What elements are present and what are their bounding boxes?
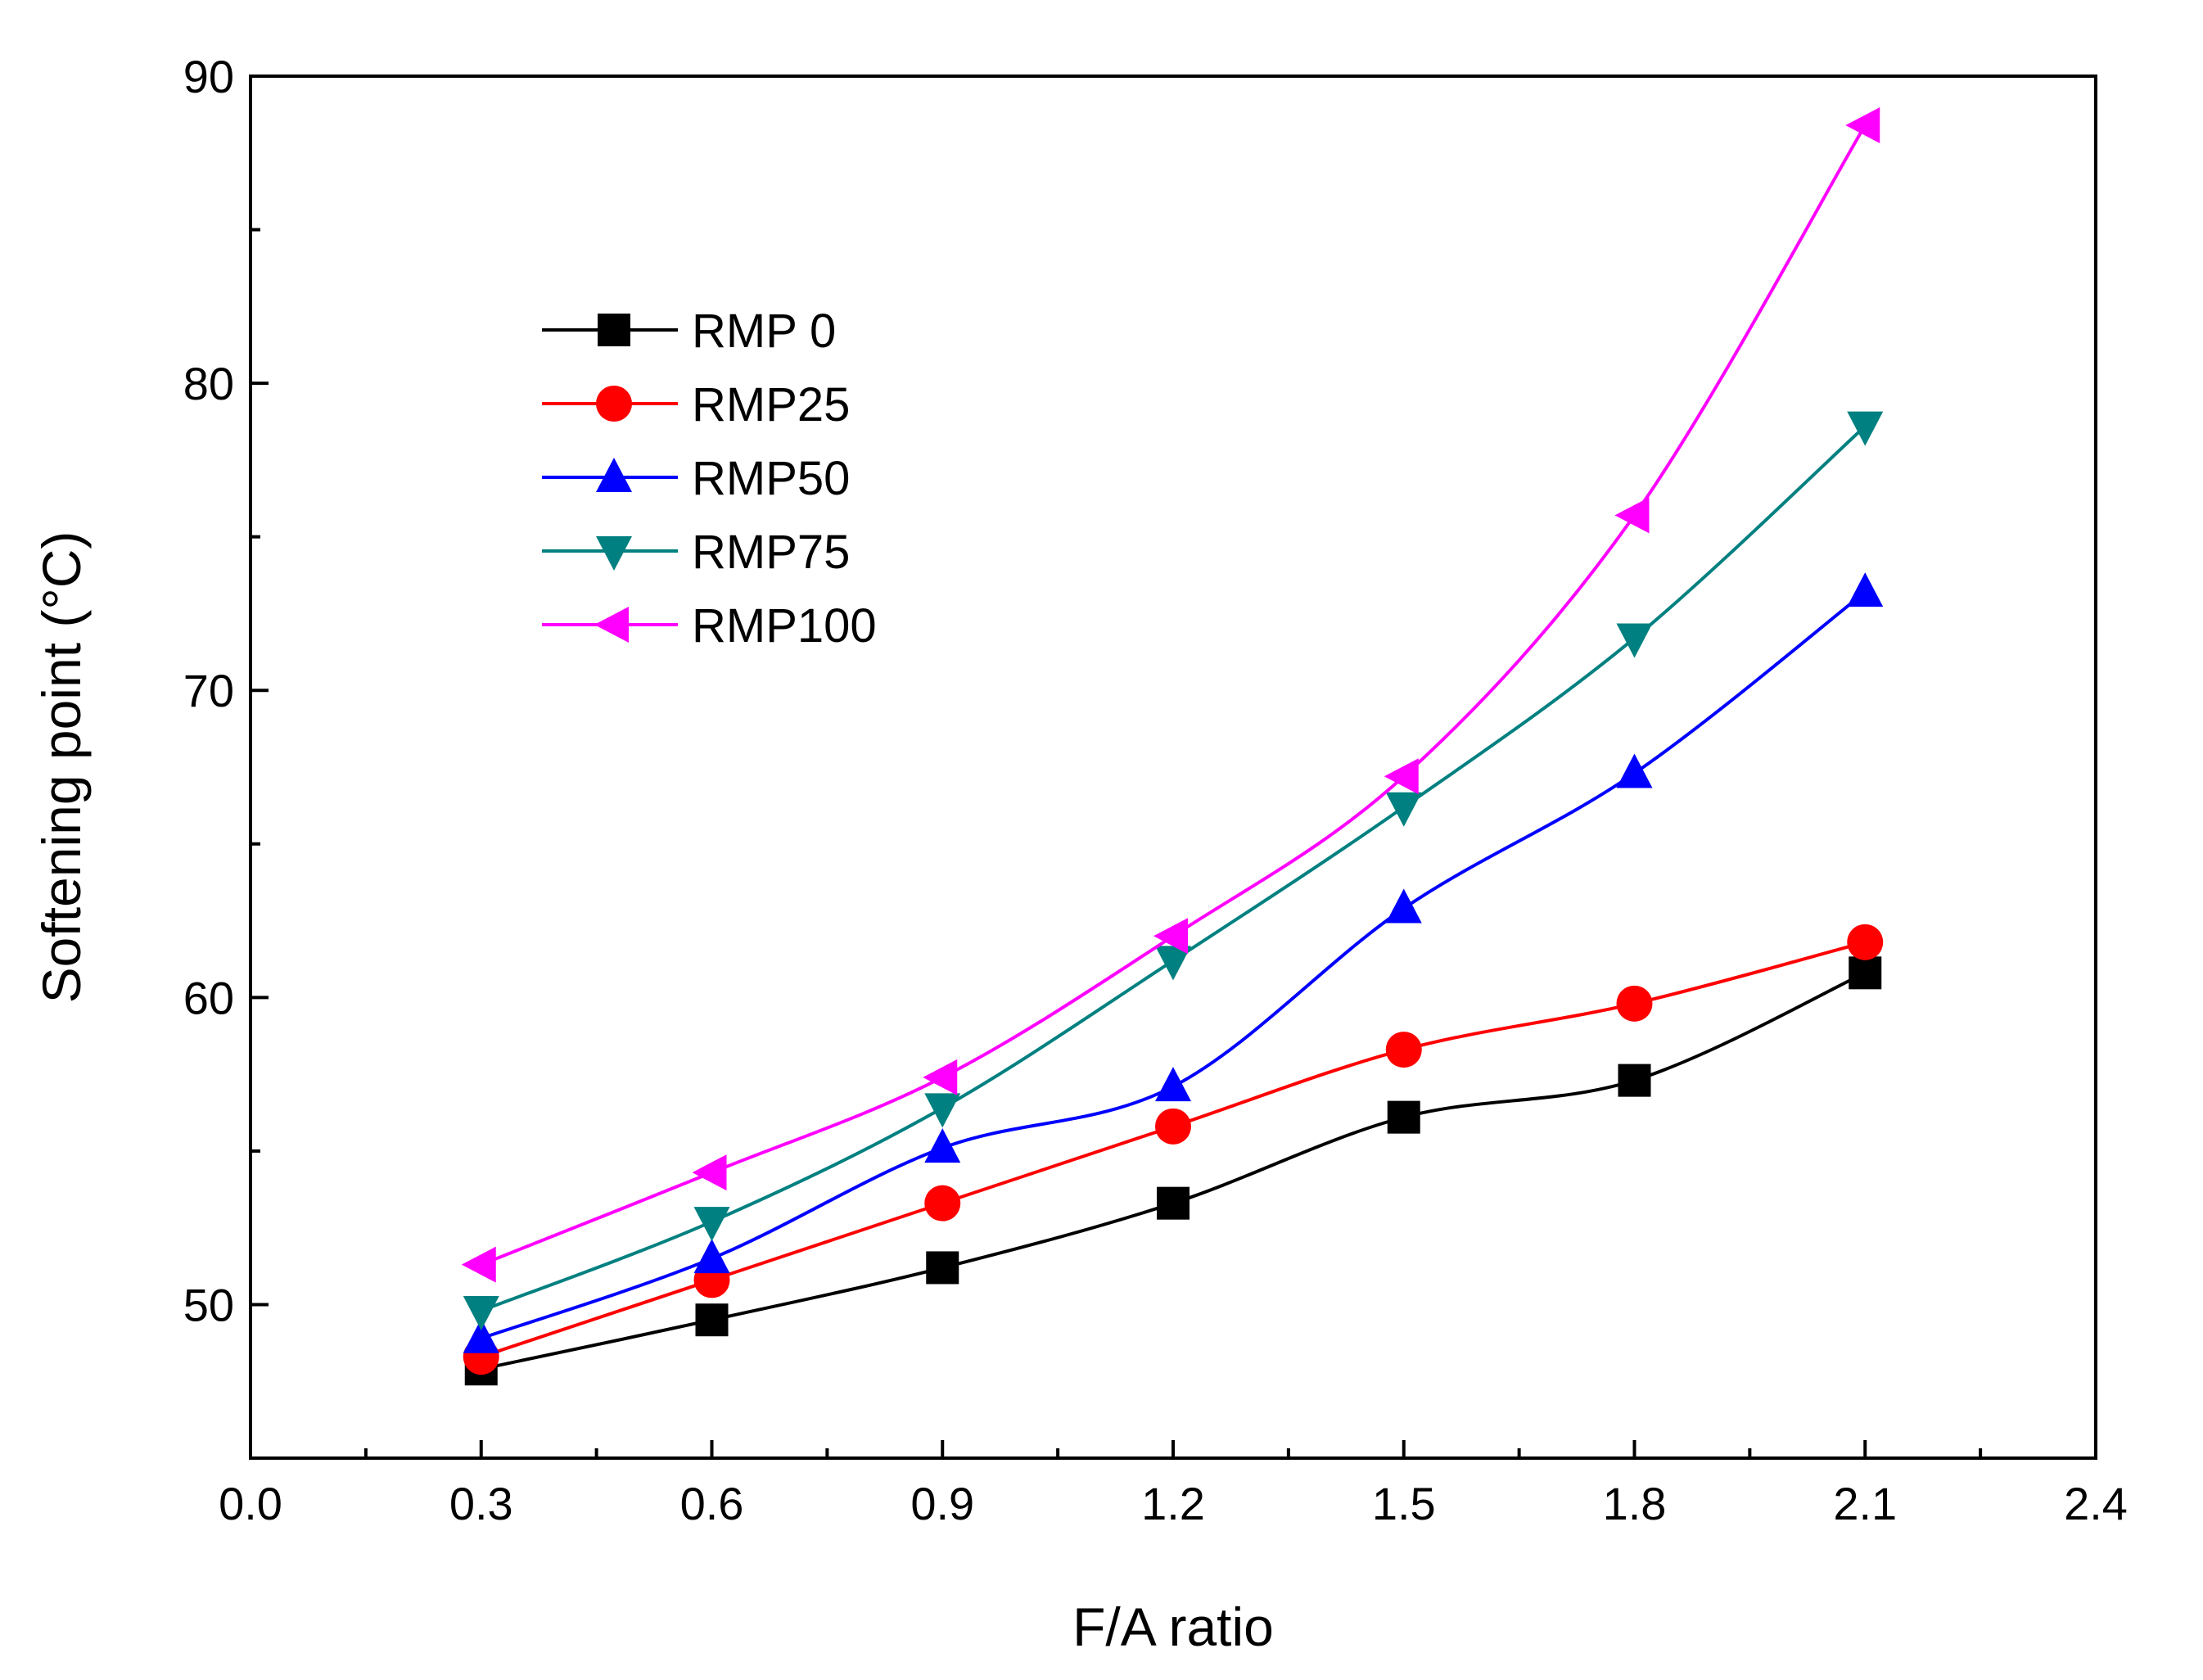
data-point: [1616, 753, 1653, 788]
x-tick-label: 1.2: [1141, 1478, 1205, 1529]
legend-label: RMP 0: [692, 305, 836, 358]
x-tick-label: 0.0: [219, 1478, 282, 1529]
legend-item: RMP25: [542, 378, 850, 431]
x-tick-label: 0.3: [449, 1478, 513, 1529]
x-tick-label: 2.4: [2064, 1478, 2128, 1529]
data-point: [1155, 946, 1191, 981]
legend-item: RMP50: [542, 452, 850, 505]
y-axis-title: Softening point (°C): [31, 531, 92, 1004]
data-point: [1385, 1032, 1422, 1068]
x-tick-label: 0.6: [680, 1478, 744, 1529]
series-rmp100: [461, 107, 1880, 1283]
legend-marker: [594, 607, 629, 643]
legend-item: RMP75: [542, 526, 850, 579]
legend-item: RMP 0: [542, 305, 836, 358]
data-point: [1847, 572, 1884, 607]
series-line: [481, 425, 1867, 1312]
series-line: [481, 971, 1867, 1371]
data-point: [1849, 956, 1882, 990]
data-point: [693, 1207, 730, 1242]
x-tick-label: 2.1: [1833, 1478, 1897, 1529]
data-point: [924, 1128, 961, 1163]
data-point: [461, 1246, 496, 1283]
plot-frame: [249, 75, 2097, 1460]
data-point: [463, 1318, 499, 1353]
legend-label: RMP25: [692, 378, 850, 431]
data-point: [1847, 411, 1884, 446]
legend-label: RMP100: [692, 599, 877, 653]
data-point: [1618, 1064, 1651, 1097]
data-point: [924, 1185, 961, 1222]
data-point: [1845, 107, 1880, 144]
y-tick-label: 70: [183, 665, 234, 716]
legend-marker: [596, 458, 632, 492]
data-point: [1387, 1100, 1420, 1134]
y-tick-label: 60: [183, 972, 234, 1023]
data-point: [695, 1303, 729, 1337]
data-point: [1614, 497, 1650, 534]
data-point: [1155, 1108, 1191, 1145]
x-tick-label: 1.5: [1372, 1478, 1436, 1529]
y-tick-label: 80: [183, 358, 234, 409]
series-rmp0: [464, 956, 1882, 1386]
x-axis-title: F/A ratio: [1072, 1596, 1274, 1657]
x-tick-label: 0.9: [910, 1478, 974, 1529]
data-point: [463, 1295, 499, 1330]
data-point: [693, 1239, 730, 1274]
data-point: [926, 1251, 959, 1285]
series-line: [481, 940, 1866, 1359]
data-point: [1616, 623, 1653, 658]
data-point: [1155, 1067, 1191, 1102]
series-layer: [461, 107, 1884, 1386]
legend-marker: [596, 536, 632, 571]
data-point: [692, 1154, 727, 1191]
data-point: [1384, 758, 1419, 795]
data-point: [1385, 792, 1422, 827]
axis-ticks: 0.0 0.3 0.6 0.9 1.2 1.5 1.8 2.1 2.4 50 60 70 80 90: [183, 51, 2128, 1529]
legend: RMP 0 RMP25 RMP50 RMP75 RMP100: [542, 305, 877, 653]
series-rmp25: [463, 924, 1884, 1375]
y-tick-label: 50: [183, 1279, 234, 1330]
data-point: [1385, 888, 1422, 924]
data-point: [1157, 1186, 1190, 1220]
series-rmp50: [463, 572, 1884, 1353]
legend-label: RMP50: [692, 452, 850, 505]
y-tick-label: 90: [183, 51, 234, 102]
series-rmp75: [463, 411, 1884, 1330]
legend-marker: [598, 314, 630, 346]
x-tick-label: 1.8: [1603, 1478, 1667, 1529]
legend-item: RMP100: [542, 599, 877, 653]
data-point: [1847, 924, 1884, 960]
data-point: [923, 1059, 958, 1095]
data-point: [1616, 985, 1653, 1022]
legend-label: RMP75: [692, 526, 850, 579]
legend-marker: [596, 386, 632, 422]
data-point: [924, 1093, 961, 1128]
data-point: [1153, 918, 1188, 955]
